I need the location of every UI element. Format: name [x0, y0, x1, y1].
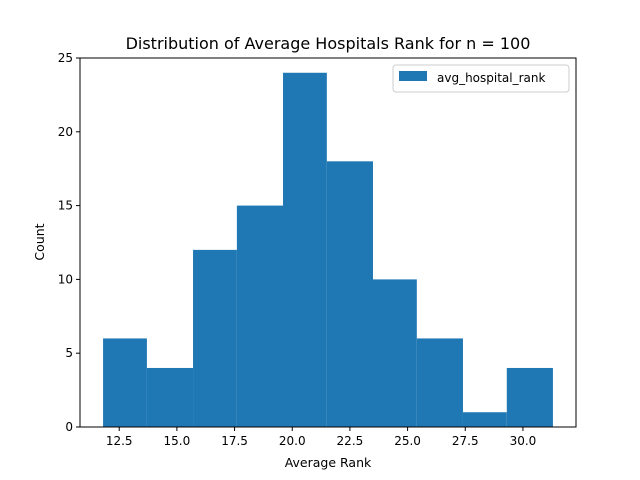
histogram-bar-2 [146, 367, 194, 427]
x-tick-label: 17.5 [221, 434, 248, 448]
bars-group [103, 72, 553, 427]
histogram-bar-1 [103, 338, 147, 427]
x-tick-label: 27.5 [452, 434, 479, 448]
x-tick-label: 15.0 [164, 434, 191, 448]
histogram-bar-10 [506, 367, 553, 427]
y-tick-label: 5 [65, 346, 73, 360]
x-tick-label: 22.5 [337, 434, 364, 448]
x-tick-label: 20.0 [279, 434, 306, 448]
x-tick-label: 25.0 [394, 434, 421, 448]
histogram-bar-7 [372, 279, 417, 427]
x-tick-label: 30.0 [510, 434, 537, 448]
histogram-bar-6 [326, 161, 373, 427]
legend-swatch [399, 71, 427, 81]
y-tick-label: 15 [58, 199, 73, 213]
histogram-bar-4 [236, 205, 284, 427]
histogram-bar-9 [462, 412, 507, 427]
histogram-bar-3 [193, 249, 237, 427]
plot-frame [79, 57, 577, 428]
legend: avg_hospital_rank [392, 64, 570, 93]
x-axis-ticks: 12.5 15.0 17.5 20.0 22.5 25.0 27.5 30.0 [106, 427, 536, 448]
chart-title: Distribution of Average Hospitals Rank f… [126, 34, 531, 53]
histogram-bar-8 [416, 338, 463, 427]
y-tick-label: 10 [58, 272, 73, 286]
y-tick-label: 0 [65, 420, 73, 434]
y-tick-label: 25 [58, 51, 73, 65]
x-axis-label: Average Rank [285, 455, 372, 470]
legend-box [392, 64, 570, 93]
legend-label: avg_hospital_rank [437, 71, 546, 85]
y-tick-label: 20 [58, 125, 73, 139]
y-axis-ticks: 0 5 10 15 20 25 [58, 51, 80, 434]
histogram-bar-5 [283, 72, 327, 427]
x-tick-label: 12.5 [106, 434, 133, 448]
y-axis-label: Count [32, 223, 47, 260]
